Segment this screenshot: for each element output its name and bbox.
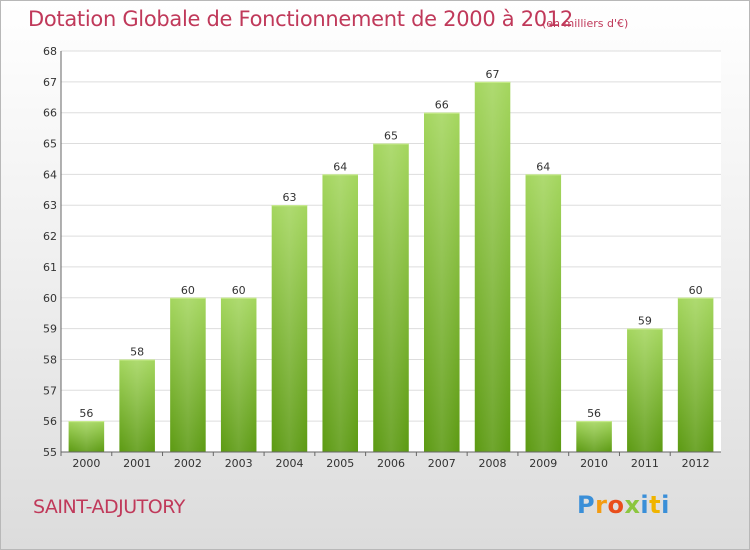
bar-2003 xyxy=(220,297,257,452)
bar-highlight xyxy=(322,174,358,452)
commune-name: SAINT-ADJUTORY xyxy=(33,496,185,518)
x-tick-label: 2003 xyxy=(225,457,253,470)
bar-2010 xyxy=(576,421,612,452)
bar-value-label: 58 xyxy=(130,345,144,358)
bar-2006 xyxy=(373,143,409,453)
bar-value-label: 60 xyxy=(232,284,246,297)
y-tick-label: 63 xyxy=(43,199,57,212)
x-tick-label: 2004 xyxy=(275,457,303,470)
bar-value-label: 66 xyxy=(435,99,449,112)
y-tick-label: 65 xyxy=(43,138,57,151)
bar-highlight xyxy=(677,297,714,452)
bar-value-label: 56 xyxy=(79,407,93,420)
bar-2007 xyxy=(424,112,460,452)
proxiti-logo[interactable]: Proxiti xyxy=(577,491,670,519)
x-tick-label: 2008 xyxy=(479,457,507,470)
bar-highlight xyxy=(373,143,409,453)
x-tick-label: 2001 xyxy=(123,457,151,470)
bar-highlight xyxy=(119,359,155,452)
x-tick-label: 2009 xyxy=(529,457,557,470)
bar-value-label: 56 xyxy=(587,407,601,420)
bar-value-label: 63 xyxy=(282,191,296,204)
bar-2001 xyxy=(119,359,155,452)
bar-highlight xyxy=(271,205,308,452)
y-tick-label: 68 xyxy=(43,45,57,58)
bar-value-label: 59 xyxy=(638,315,652,328)
bar-value-label: 64 xyxy=(333,160,347,173)
y-tick-label: 66 xyxy=(43,107,57,120)
y-tick-label: 59 xyxy=(43,323,57,336)
bar-highlight xyxy=(220,297,257,452)
y-tick-label: 58 xyxy=(43,353,57,366)
x-tick-label: 2011 xyxy=(631,457,659,470)
x-tick-label: 2000 xyxy=(72,457,100,470)
x-tick-label: 2007 xyxy=(428,457,456,470)
bar-2004 xyxy=(271,205,308,452)
bar-2011 xyxy=(627,328,663,452)
chart-subtitle: (en milliers d'€) xyxy=(542,17,629,30)
bar-value-label: 65 xyxy=(384,130,398,143)
chart-title: Dotation Globale de Fonctionnement de 20… xyxy=(28,7,573,31)
y-tick-label: 55 xyxy=(43,446,57,459)
bar-value-label: 60 xyxy=(181,284,195,297)
bar-highlight xyxy=(424,112,460,452)
bar-value-label: 60 xyxy=(689,284,703,297)
bar-highlight xyxy=(525,174,562,452)
x-tick-label: 2005 xyxy=(326,457,354,470)
x-tick-label: 2010 xyxy=(580,457,608,470)
bar-2009 xyxy=(525,174,562,452)
bar-highlight xyxy=(68,421,105,452)
bar-value-label: 67 xyxy=(486,68,500,81)
bar-2012 xyxy=(677,297,714,452)
y-tick-label: 64 xyxy=(43,168,57,181)
bar-2000 xyxy=(68,421,105,452)
y-tick-label: 62 xyxy=(43,230,57,243)
y-tick-label: 67 xyxy=(43,76,57,89)
bar-value-label: 64 xyxy=(536,160,550,173)
bar-highlight xyxy=(576,421,612,452)
bar-2002 xyxy=(170,297,206,452)
bar-2005 xyxy=(322,174,358,452)
bar-highlight xyxy=(474,81,511,452)
bar-highlight xyxy=(627,328,663,452)
bar-2008 xyxy=(474,81,511,452)
y-tick-label: 60 xyxy=(43,292,57,305)
x-tick-label: 2006 xyxy=(377,457,405,470)
x-tick-label: 2012 xyxy=(682,457,710,470)
y-tick-label: 56 xyxy=(43,415,57,428)
x-tick-label: 2002 xyxy=(174,457,202,470)
axes: 55 56 57 58 59 60 61 62 63 64 65 66 67 68 56 2000 58 2001… xyxy=(43,45,721,470)
bar-highlight xyxy=(170,297,206,452)
y-tick-label: 61 xyxy=(43,261,57,274)
bars xyxy=(68,81,714,453)
y-tick-label: 57 xyxy=(43,384,57,397)
